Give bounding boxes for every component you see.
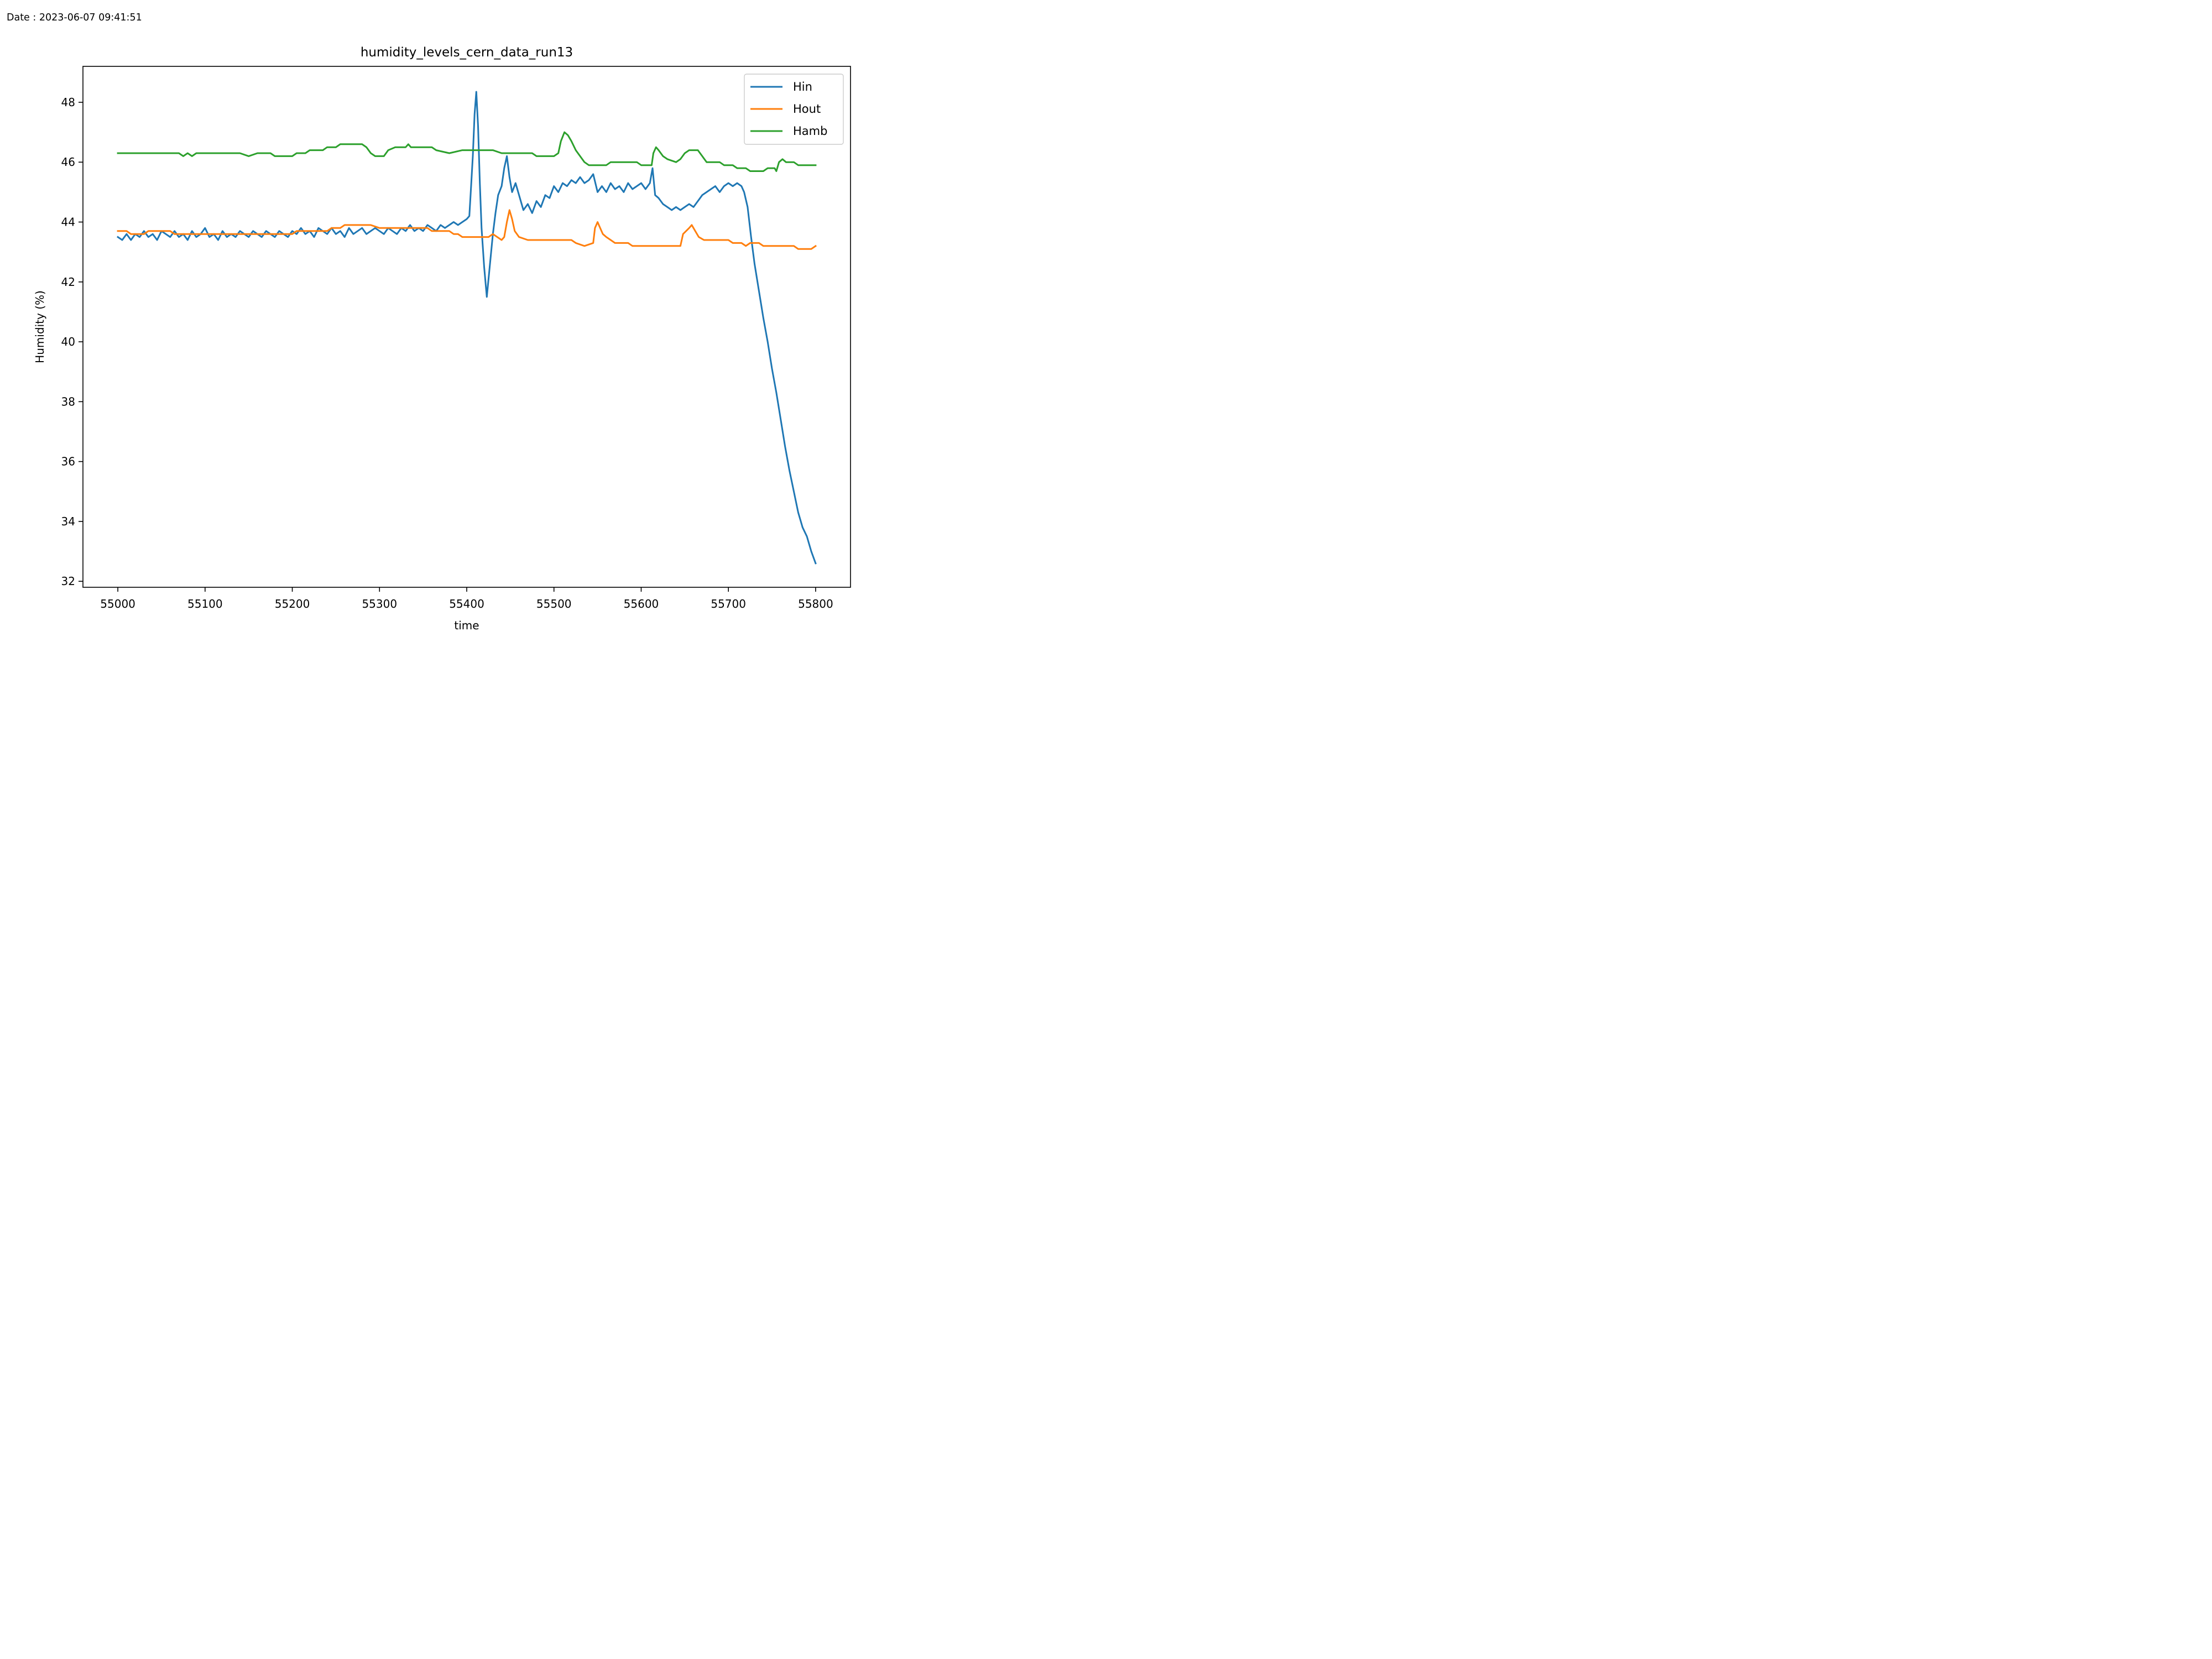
x-tick-label: 55000 bbox=[100, 597, 135, 611]
chart-title: humidity_levels_cern_data_run13 bbox=[361, 45, 573, 60]
y-tick-label: 36 bbox=[61, 455, 75, 468]
legend-label-hamb: Hamb bbox=[793, 124, 827, 138]
series-line-hin bbox=[117, 91, 817, 565]
legend-label-hin: Hin bbox=[793, 80, 812, 93]
y-tick-label: 34 bbox=[61, 515, 75, 528]
x-tick-label: 55800 bbox=[798, 597, 833, 611]
x-axis-label: time bbox=[454, 619, 479, 632]
x-tick-label: 55200 bbox=[275, 597, 310, 611]
y-tick-label: 42 bbox=[61, 275, 75, 289]
x-tick-label: 55700 bbox=[711, 597, 746, 611]
x-tick-label: 55500 bbox=[536, 597, 572, 611]
series-line-hout bbox=[117, 209, 817, 250]
x-tick-label: 55600 bbox=[624, 597, 659, 611]
date-stamp: Date : 2023-06-07 09:41:51 bbox=[7, 12, 142, 23]
y-tick-label: 38 bbox=[61, 395, 75, 408]
series-line-hamb bbox=[117, 131, 817, 172]
y-axis-ticks: 32 34 36 38 40 42 44 46 48 bbox=[61, 96, 83, 588]
plot-frame bbox=[82, 66, 851, 588]
x-tick-label: 55300 bbox=[362, 597, 397, 611]
legend-label-hout: Hout bbox=[793, 102, 821, 116]
line-chart: humidity_levels_cern_data_run13 55000 551… bbox=[33, 45, 851, 632]
y-tick-label: 48 bbox=[61, 96, 75, 109]
x-tick-label: 55100 bbox=[187, 597, 223, 611]
x-axis-ticks: 55000 55100 55200 55300 55400 55500 55600 55700… bbox=[100, 587, 833, 611]
legend-frame bbox=[744, 74, 844, 145]
y-axis-label: Humidity (%) bbox=[33, 290, 46, 363]
y-tick-label: 44 bbox=[61, 216, 75, 229]
x-tick-label: 55400 bbox=[449, 597, 484, 611]
plot-marks bbox=[117, 91, 817, 565]
legend: Hin Hout Hamb bbox=[744, 74, 844, 145]
y-tick-label: 46 bbox=[61, 155, 75, 169]
y-tick-label: 32 bbox=[61, 575, 75, 588]
y-tick-label: 40 bbox=[61, 335, 75, 348]
